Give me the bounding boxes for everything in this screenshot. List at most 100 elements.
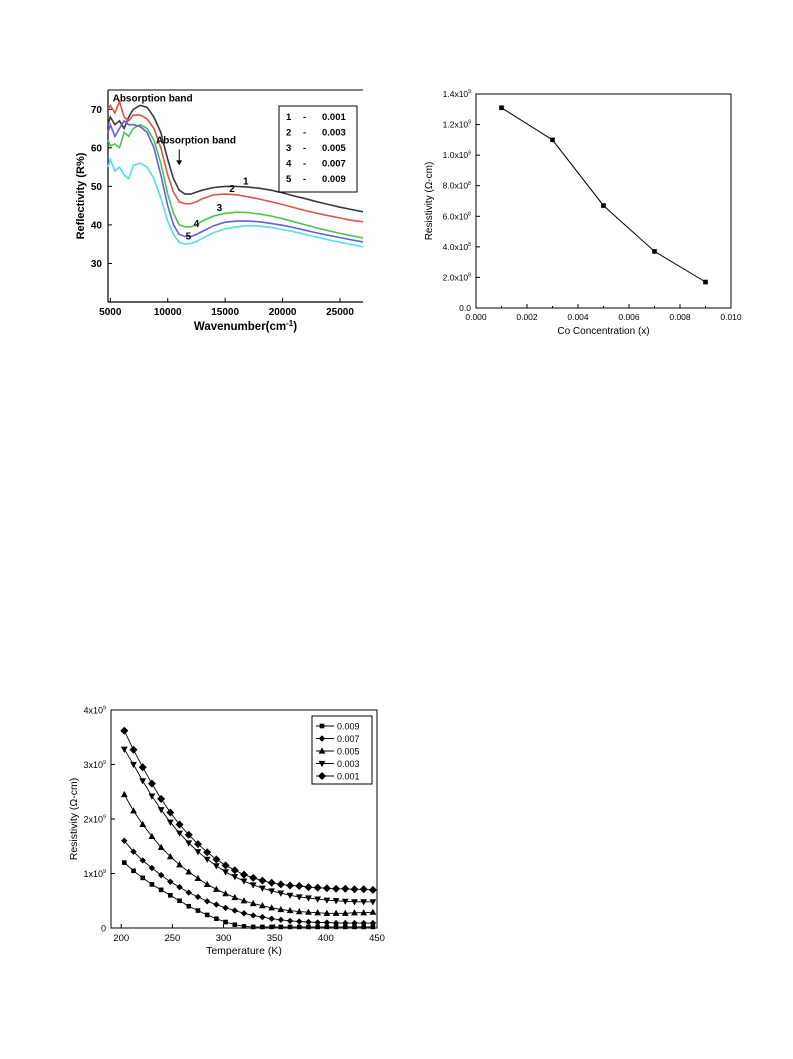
data-point: [166, 853, 174, 860]
series-line-2: [107, 99, 364, 223]
data-point: [652, 249, 657, 254]
x-tick-label: 20000: [269, 307, 297, 318]
data-point: [120, 726, 129, 735]
data-point: [268, 915, 275, 922]
data-point: [703, 279, 708, 285]
data-point: [277, 890, 285, 897]
data-point: [149, 882, 155, 887]
y-tick-label: 2.0x108: [443, 272, 472, 282]
data-point: [240, 910, 248, 917]
y-axis-label: Resistivity (Ω-cm): [68, 778, 80, 861]
data-point: [130, 807, 137, 814]
data-point: [140, 875, 146, 881]
data-point: [286, 917, 294, 925]
x-tick-label: 450: [369, 933, 385, 944]
legend-label: 0.003: [337, 759, 360, 769]
data-point: [323, 897, 331, 904]
legend-number: 2: [286, 128, 291, 139]
legend-number: 4: [286, 159, 292, 170]
x-tick-label: 300: [216, 933, 232, 944]
data-point: [323, 909, 331, 916]
data-point: [231, 874, 239, 881]
data-point: [129, 745, 138, 754]
data-point: [296, 918, 303, 925]
data-point: [221, 861, 230, 870]
data-point: [212, 885, 220, 892]
data-point: [332, 884, 341, 893]
data-point: [203, 880, 211, 887]
data-point: [332, 898, 340, 905]
legend-dash: -: [303, 174, 306, 185]
data-point: [130, 848, 137, 855]
data-point: [231, 893, 239, 901]
data-point: [131, 868, 136, 874]
data-point: [351, 919, 358, 927]
legend-label: 0.001: [337, 772, 360, 782]
data-point: [148, 793, 156, 800]
legend-value: 0.009: [322, 174, 346, 185]
data-point: [350, 885, 359, 894]
data-point: [184, 830, 193, 839]
legend-dash: -: [303, 112, 306, 123]
data-point: [360, 909, 368, 916]
y-tick-label: 1.4x109: [443, 89, 472, 99]
data-point: [295, 908, 303, 915]
data-point: [305, 908, 312, 915]
y-tick-label: 1x109: [83, 869, 106, 879]
data-point: [147, 779, 156, 788]
x-tick-label: 10000: [154, 307, 182, 318]
x-tick-label: 400: [318, 933, 334, 944]
data-point: [370, 924, 376, 930]
data-point: [278, 924, 284, 930]
series-line-1: [107, 104, 364, 213]
series-line-0.003: [123, 748, 373, 903]
data-point: [259, 913, 266, 921]
y-tick-label: 0: [101, 924, 106, 934]
data-point: [120, 790, 128, 798]
data-point: [231, 907, 238, 914]
data-point: [213, 901, 220, 908]
data-point: [359, 885, 368, 894]
x-tick-label: 0.006: [618, 312, 640, 322]
data-point: [176, 861, 183, 868]
y-tick-label: 1.0x109: [443, 150, 472, 160]
x-axis-label: Co Concentration (x): [557, 326, 649, 337]
data-point: [314, 919, 321, 926]
data-point: [232, 922, 238, 928]
data-point: [296, 924, 302, 930]
y-tick-label: 8.0x108: [443, 181, 472, 191]
data-point: [222, 890, 229, 897]
data-point: [223, 919, 228, 925]
data-point: [222, 904, 229, 912]
data-point: [332, 909, 340, 916]
data-point: [322, 884, 331, 893]
data-point: [314, 909, 322, 916]
legend-marker: [318, 772, 326, 780]
data-point: [167, 878, 174, 885]
data-point: [122, 860, 127, 865]
data-point: [214, 916, 219, 922]
data-point: [369, 919, 377, 927]
data-point: [314, 896, 322, 903]
data-point: [360, 899, 368, 906]
data-point: [341, 909, 349, 916]
legend-dash: -: [303, 143, 306, 154]
y-tick-label: 1.2x109: [443, 120, 472, 130]
data-point: [250, 924, 256, 930]
y-tick-label: 60: [91, 143, 103, 154]
series-line-0.001: [123, 730, 373, 891]
data-point: [148, 832, 156, 840]
data-point: [157, 871, 165, 879]
y-tick-label: 70: [91, 105, 103, 116]
data-point: [203, 848, 212, 857]
data-point: [287, 924, 293, 930]
data-point: [212, 855, 221, 864]
data-point: [286, 881, 295, 890]
curve-label: 3: [217, 203, 223, 214]
legend-marker: [318, 747, 326, 754]
y-tick-label: 2x109: [83, 814, 106, 824]
data-point: [269, 924, 274, 930]
data-point: [305, 918, 312, 926]
legend-value: 0.007: [322, 159, 346, 170]
